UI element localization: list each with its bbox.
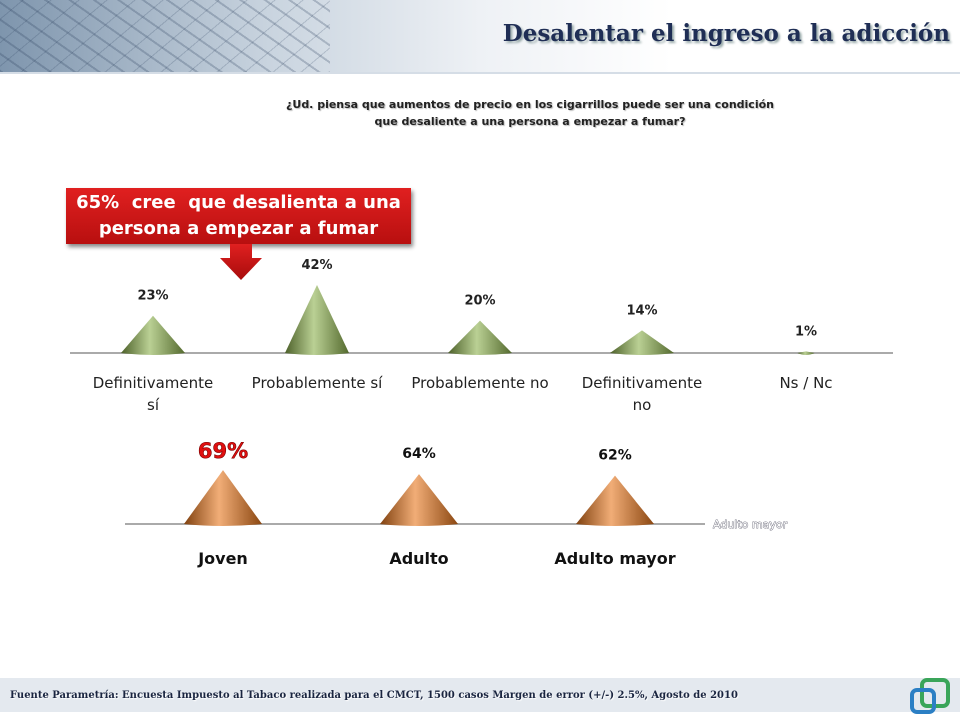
category-label: Definitivamente no — [582, 374, 702, 414]
footer-band — [0, 678, 960, 712]
callout-line: 65% cree que desalienta a una — [76, 192, 401, 213]
banner — [0, 0, 960, 72]
cone — [380, 474, 458, 526]
category-label: Probablemente sí — [252, 374, 383, 392]
category-label: Adulto mayor — [554, 549, 675, 568]
value-label: 69% — [198, 439, 248, 463]
question-line: que desaliente a una persona a empezar a… — [374, 115, 686, 128]
callout-arrow — [220, 244, 262, 280]
value-label: 1% — [795, 324, 817, 339]
question-line: ¿Ud. piensa que aumentos de precio en lo… — [286, 98, 774, 111]
cone — [576, 475, 654, 526]
cone — [285, 284, 349, 355]
banner-art — [0, 0, 330, 72]
slide-title: Desalentar el ingreso a la adicción — [502, 20, 950, 47]
cone — [797, 351, 815, 355]
value-label: 20% — [464, 294, 495, 309]
header-rule — [0, 72, 960, 74]
footer-text: Fuente Parametría: Encuesta Impuesto al … — [10, 690, 738, 701]
question: ¿Ud. piensa que aumentos de precio en lo… — [180, 96, 880, 130]
cone — [121, 315, 185, 355]
category-label: Probablemente no — [411, 374, 548, 392]
logo — [910, 678, 950, 714]
value-label: 42% — [301, 258, 332, 273]
callout-line: persona a empezar a fumar — [98, 218, 379, 239]
cone — [448, 320, 512, 355]
category-label: Joven — [197, 549, 248, 568]
cone — [610, 330, 674, 355]
value-label: 14% — [626, 303, 657, 318]
category-label: Ns / Nc — [779, 374, 832, 392]
category-label: Definitivamente sí — [93, 374, 213, 414]
value-label: 23% — [137, 289, 168, 304]
value-label: 62% — [598, 448, 632, 464]
annotation: Adulto mayor — [713, 518, 788, 531]
category-label: Adulto — [389, 549, 448, 568]
callout: 65% cree que desalienta a una persona a e… — [66, 188, 411, 244]
value-label: 64% — [402, 446, 436, 462]
cone — [184, 470, 262, 526]
